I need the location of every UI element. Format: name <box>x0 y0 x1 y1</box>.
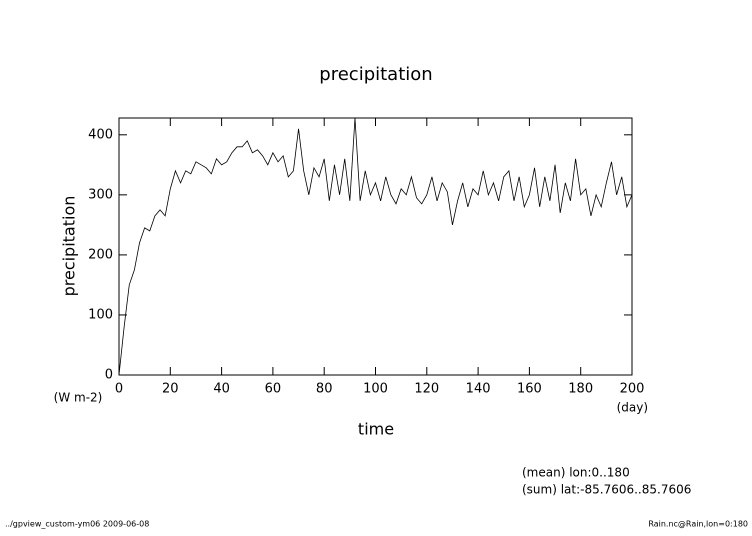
footer-left: ../gpview_custom-ym06 2009-06-08 <box>5 520 149 529</box>
y-tick-label: 200 <box>88 247 113 262</box>
footer-right: Rain.nc@Rain,lon=0:180 <box>648 520 748 529</box>
x-unit: (day) <box>617 401 648 415</box>
note: (sum) lat:-85.7606..85.7606 <box>522 483 691 497</box>
x-tick-label: 160 <box>517 382 542 397</box>
x-tick-label: 80 <box>316 382 333 397</box>
x-tick-label: 0 <box>115 382 123 397</box>
x-tick-label: 100 <box>363 382 388 397</box>
x-tick-label: 40 <box>213 382 230 397</box>
data-line <box>118 117 633 376</box>
note: (mean) lon:0..180 <box>522 466 630 480</box>
y-tick-label: 100 <box>88 307 113 322</box>
chart-title: precipitation <box>319 64 432 85</box>
y-tick-label: 0 <box>105 368 113 383</box>
x-tick-label: 20 <box>162 382 179 397</box>
plot-frame <box>118 117 633 376</box>
x-tick-label: 200 <box>620 382 645 397</box>
y-tick-label: 300 <box>88 187 113 202</box>
x-tick-label: 60 <box>265 382 282 397</box>
y-tick-label: 400 <box>88 127 113 142</box>
x-tick-label: 140 <box>466 382 491 397</box>
x-tick-label: 120 <box>414 382 439 397</box>
y-axis-label: precipitation <box>60 196 79 297</box>
x-axis-label: time <box>358 420 394 439</box>
y-unit: (W m-2) <box>54 391 103 405</box>
x-tick-label: 180 <box>568 382 593 397</box>
